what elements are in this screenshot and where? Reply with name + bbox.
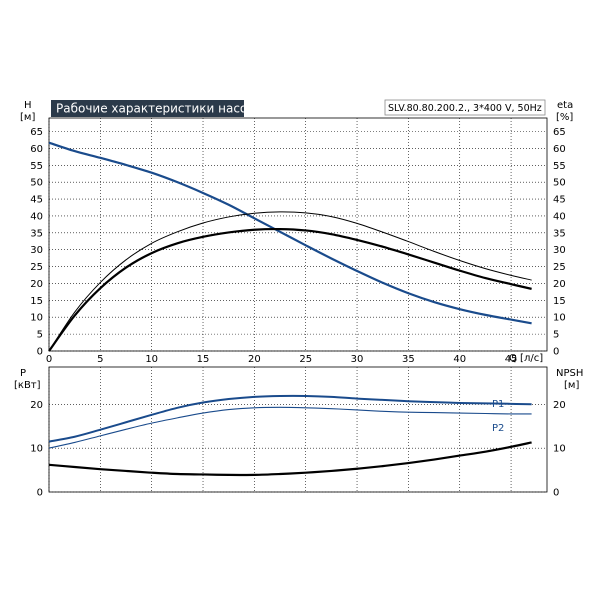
x-tick-label: 25 xyxy=(299,354,312,365)
y-left-tick-label: 35 xyxy=(30,228,43,239)
x-axis-title: Q [л/с] xyxy=(509,353,543,364)
title-box xyxy=(51,100,244,117)
y-left-tick-label: 0 xyxy=(37,347,43,358)
y-right-tick-label: 45 xyxy=(553,195,566,206)
y-right-tick-label: 40 xyxy=(553,211,566,222)
y-right-tick-label: 25 xyxy=(553,262,566,273)
power-tick-label: 20 xyxy=(30,400,43,411)
x-tick-label: 0 xyxy=(46,354,52,365)
x-tick-label: 5 xyxy=(97,354,103,365)
power-axis-unit: [кВт] xyxy=(14,380,41,391)
y-right-tick-label: 0 xyxy=(553,347,559,358)
y-left-tick-label: 10 xyxy=(30,313,43,324)
model-box xyxy=(384,99,546,116)
y-right-axis-title: eta xyxy=(557,100,573,111)
y-left-tick-label: 55 xyxy=(30,161,43,172)
y-left-tick-label: 5 xyxy=(37,330,43,341)
efficiency-curve-thin xyxy=(48,211,532,352)
top-series-lines xyxy=(48,141,532,352)
x-tick-label: 35 xyxy=(402,354,415,365)
series-label-p2: P2 xyxy=(492,423,504,434)
y-right-tick-label: 10 xyxy=(553,313,566,324)
npsh-tick-label: 10 xyxy=(553,444,566,455)
power-p1-curve xyxy=(48,394,532,443)
efficiency-curve xyxy=(48,227,532,352)
power-tick-label: 0 xyxy=(37,488,43,499)
y-right-tick-label: 20 xyxy=(553,279,566,290)
y-left-tick-label: 20 xyxy=(30,279,43,290)
y-right-tick-label: 5 xyxy=(553,330,559,341)
y-right-axis-unit: [%] xyxy=(556,112,573,123)
bottom-plot-frame xyxy=(48,366,548,493)
y-right-tick-label: 50 xyxy=(553,178,566,189)
y-left-tick-label: 50 xyxy=(30,178,43,189)
x-tick-label: 30 xyxy=(351,354,364,365)
y-right-tick-label: 35 xyxy=(553,228,566,239)
power-p2-curve xyxy=(48,406,532,449)
npsh-tick-label: 0 xyxy=(553,488,559,499)
y-right-tick-label: 15 xyxy=(553,296,566,307)
y-left-tick-label: 40 xyxy=(30,211,43,222)
x-tick-label: 45 xyxy=(505,354,518,365)
top-y-ticks-left: 0 5 10 15 20 25 30 35 40 45 50 55 60 65 xyxy=(30,127,43,357)
npsh-curve xyxy=(48,441,532,477)
model-label: SLV.80.80.200.2., 3*400 V, 50Hz xyxy=(388,103,542,114)
y-right-tick-label: 65 xyxy=(553,127,566,138)
y-left-tick-label: 30 xyxy=(30,245,43,256)
bottom-y-ticks-right: 0 10 20 xyxy=(553,400,566,499)
y-right-tick-label: 30 xyxy=(553,245,566,256)
y-right-tick-label: 55 xyxy=(553,161,566,172)
y-left-tick-label: 25 xyxy=(30,262,43,273)
x-tick-label: 15 xyxy=(197,354,210,365)
top-grid xyxy=(48,118,547,352)
y-right-tick-label: 60 xyxy=(553,144,566,155)
x-tick-label: 10 xyxy=(145,354,158,365)
head-curve xyxy=(48,141,532,325)
npsh-tick-label: 20 xyxy=(553,400,566,411)
bottom-series-lines xyxy=(48,394,532,477)
x-tick-label: 40 xyxy=(453,354,466,365)
power-npsh-panel: 0 10 20 0 10 20 P [кВт] NPSH [м] P1 P2 xyxy=(14,366,583,499)
y-left-tick-label: 15 xyxy=(30,296,43,307)
npsh-axis-title: NPSH xyxy=(556,368,583,379)
bottom-y-ticks-left: 0 10 20 xyxy=(30,400,43,499)
series-label-p1: P1 xyxy=(492,399,504,410)
top-x-ticks: 0 5 10 15 20 25 30 35 40 45 xyxy=(46,354,518,365)
y-left-axis-title: H xyxy=(24,100,32,111)
chart-title: Рабочие характеристики насоса xyxy=(56,102,261,116)
power-axis-title: P xyxy=(20,368,26,379)
power-tick-label: 10 xyxy=(30,444,43,455)
top-y-ticks-right: 0 5 10 15 20 25 30 35 40 45 50 55 60 65 xyxy=(553,127,566,357)
npsh-axis-unit: [м] xyxy=(564,380,579,391)
y-left-axis-unit: [м] xyxy=(20,112,35,123)
y-left-tick-label: 45 xyxy=(30,195,43,206)
y-left-tick-label: 60 xyxy=(30,144,43,155)
top-plot-frame xyxy=(48,117,548,352)
x-tick-label: 20 xyxy=(248,354,261,365)
y-left-tick-label: 65 xyxy=(30,127,43,138)
